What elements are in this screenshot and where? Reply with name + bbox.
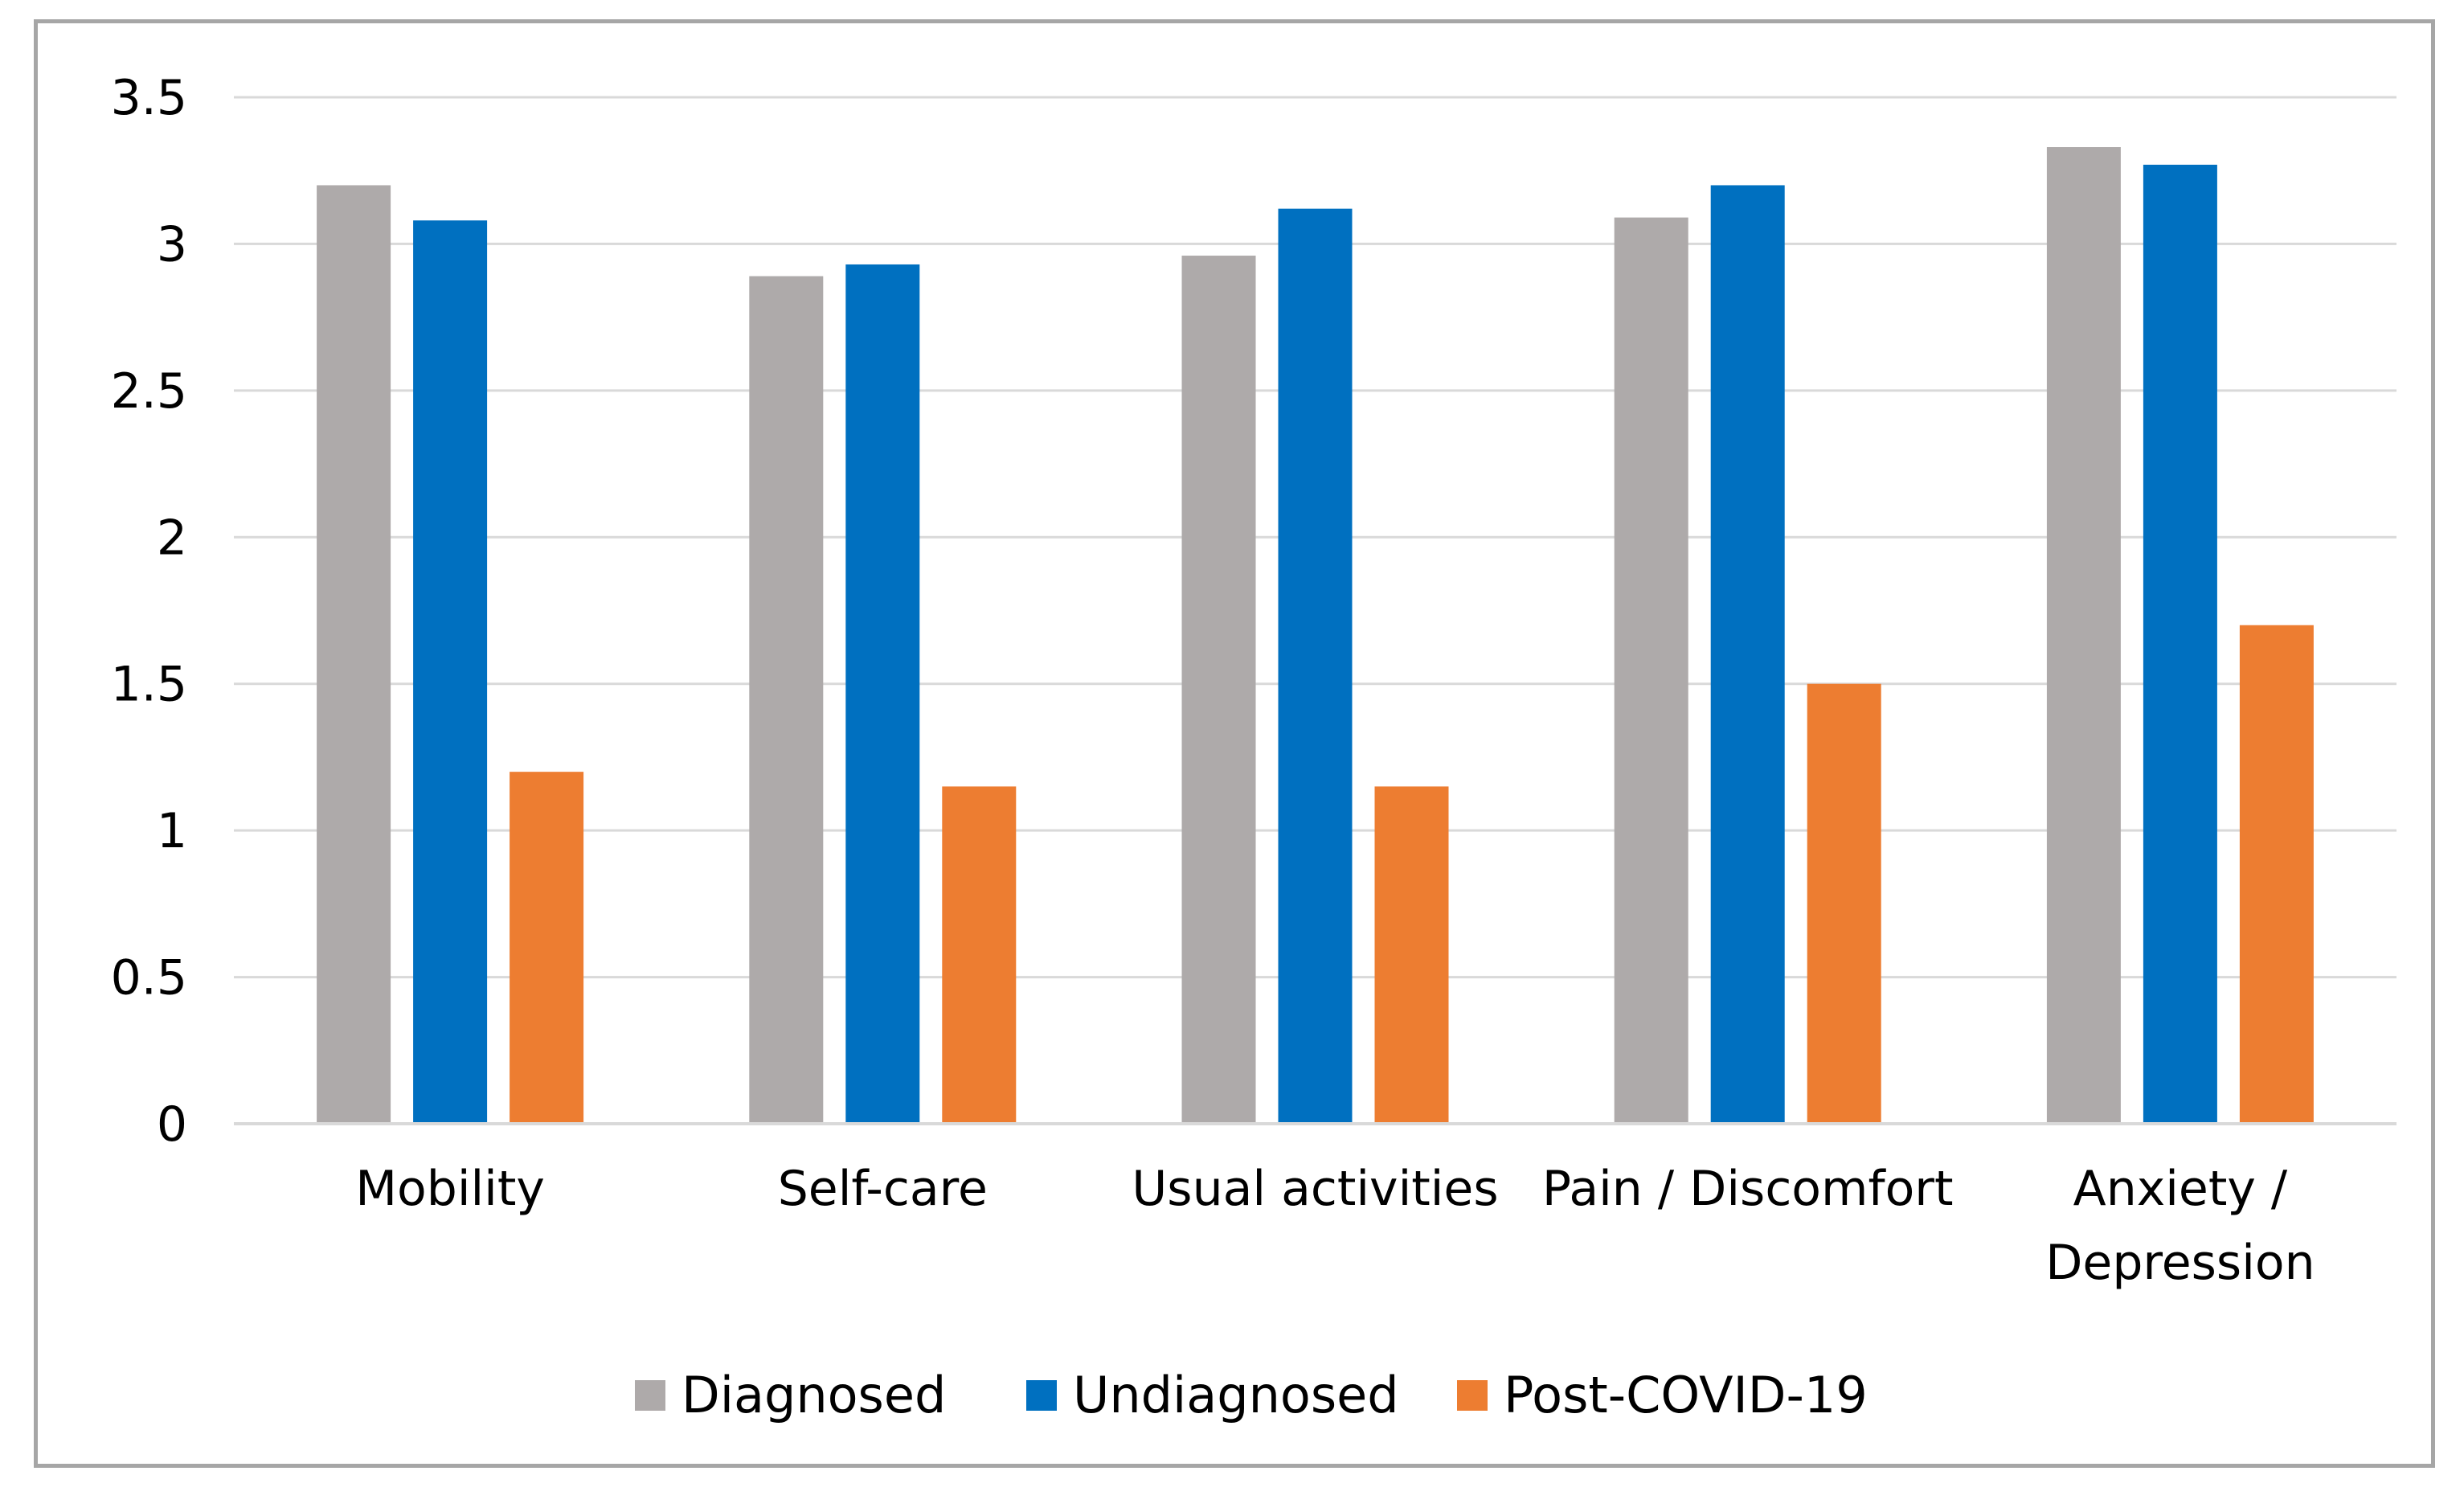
legend-swatch-1 xyxy=(1026,1380,1057,1411)
bar-undiagnosed-0 xyxy=(413,220,488,1124)
bar-undiagnosed-2 xyxy=(1278,208,1353,1124)
y-tick-label: 2.5 xyxy=(111,363,187,420)
legend-swatch-0 xyxy=(635,1380,665,1411)
bar-chart: 0 0.5 1 1.5 2 2.5 3 3.5 Mobility Self-care Usual … xyxy=(111,70,2396,1424)
x-category-label: Usual activities xyxy=(1132,1161,1498,1217)
x-category-label: Self-care xyxy=(778,1161,988,1217)
y-tick-label: 1 xyxy=(157,803,187,859)
bar-post-covid-19-2 xyxy=(1374,786,1449,1124)
bar-undiagnosed-1 xyxy=(845,264,920,1125)
legend-label: Diagnosed xyxy=(681,1366,946,1424)
bar-undiagnosed-3 xyxy=(1710,185,1785,1124)
bar-post-covid-19-0 xyxy=(510,772,584,1124)
x-category-label: Anxiety / xyxy=(2073,1161,2288,1217)
legend-swatch-2 xyxy=(1457,1380,1488,1411)
y-tick-label: 1.5 xyxy=(111,657,187,713)
legend: Diagnosed Undiagnosed Post-COVID-19 xyxy=(635,1366,1868,1424)
bar-diagnosed-3 xyxy=(1614,217,1688,1124)
y-tick-label: 2 xyxy=(157,510,187,566)
bar-diagnosed-0 xyxy=(317,185,391,1124)
y-tick-label: 3 xyxy=(157,216,187,272)
chart-frame: 0 0.5 1 1.5 2 2.5 3 3.5 Mobility Self-care Usual … xyxy=(34,19,2435,1468)
legend-label: Undiagnosed xyxy=(1073,1366,1399,1424)
y-tick-label: 0 xyxy=(157,1096,187,1153)
bars xyxy=(317,147,2314,1125)
y-tick-label: 3.5 xyxy=(111,70,187,126)
bar-post-covid-19-4 xyxy=(2239,625,2314,1124)
x-category-label: Mobility xyxy=(355,1161,545,1217)
category-labels: Mobility Self-care Usual activities Pain / … xyxy=(355,1161,2315,1291)
x-category-label: Depression xyxy=(2045,1235,2315,1291)
bar-diagnosed-2 xyxy=(1181,256,1256,1125)
bar-post-covid-19-3 xyxy=(1807,683,1881,1124)
y-axis-ticks: 0 0.5 1 1.5 2 2.5 3 3.5 xyxy=(111,70,187,1153)
x-category-label: Pain / Discomfort xyxy=(1542,1161,1954,1217)
bar-diagnosed-1 xyxy=(749,276,824,1124)
bar-diagnosed-4 xyxy=(2046,147,2121,1124)
y-tick-label: 0.5 xyxy=(111,950,187,1006)
legend-label: Post-COVID-19 xyxy=(1504,1366,1868,1424)
bar-post-covid-19-1 xyxy=(942,786,1017,1124)
bar-undiagnosed-4 xyxy=(2143,164,2217,1125)
